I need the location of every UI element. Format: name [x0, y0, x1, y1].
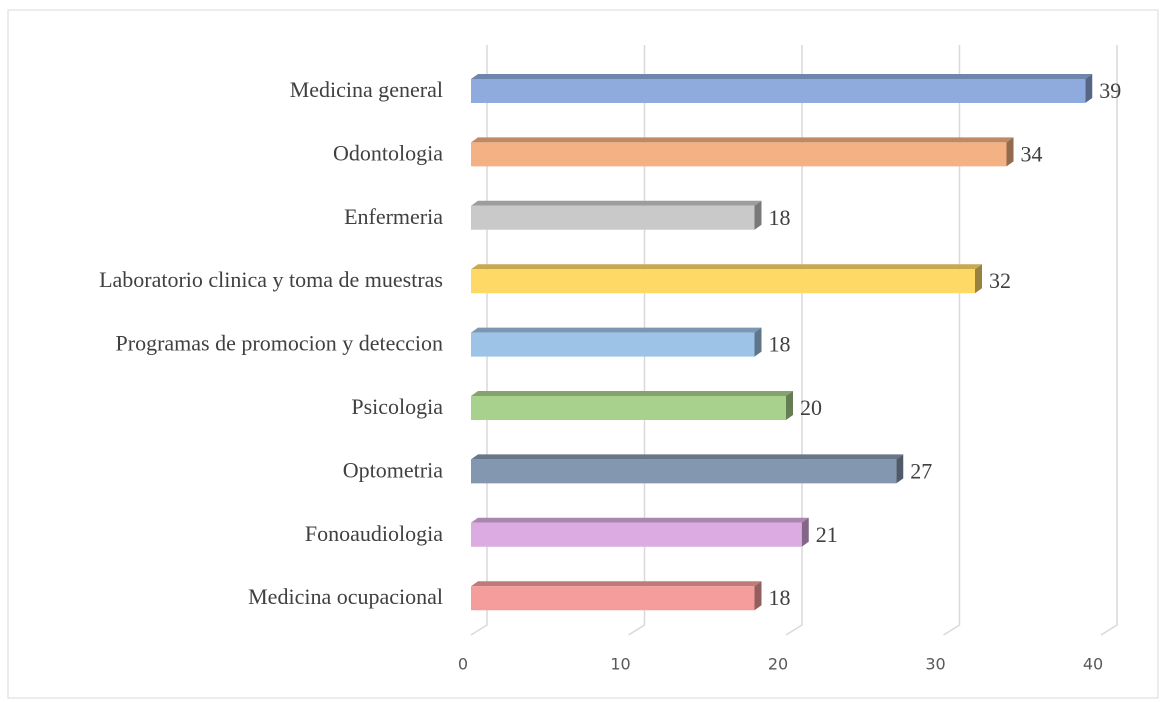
bar-top — [471, 264, 982, 270]
bar-front — [471, 142, 1007, 167]
bar-front — [471, 79, 1086, 103]
value-label: 21 — [816, 522, 838, 547]
bar-top — [471, 200, 762, 206]
bar-side — [754, 581, 762, 611]
bar-top — [471, 581, 762, 587]
x-tick-label: 30 — [925, 655, 945, 674]
bar-front — [471, 459, 897, 484]
value-label: 32 — [989, 268, 1011, 293]
bar-side — [1085, 74, 1093, 103]
bar-top — [471, 327, 762, 333]
value-label: 18 — [769, 205, 791, 230]
value-label: 27 — [910, 458, 932, 483]
category-label: Psicologia — [351, 394, 443, 419]
bar-top — [471, 517, 809, 523]
bar-top — [471, 391, 793, 396]
bar-front — [471, 332, 755, 357]
bar — [471, 264, 982, 294]
x-tick-label: 40 — [1083, 655, 1103, 674]
bar — [471, 581, 762, 611]
value-label: 34 — [1021, 141, 1043, 166]
bar-front — [471, 522, 802, 547]
x-tick-label: 20 — [768, 655, 788, 674]
x-tick-label: 10 — [610, 655, 630, 674]
category-label: Laboratorio clinica y toma de muestras — [99, 267, 443, 292]
category-label: Programas de promocion y deteccion — [116, 331, 443, 356]
bar-top — [471, 137, 1014, 143]
bar-front — [471, 205, 755, 230]
bar — [471, 74, 1093, 103]
grid-line — [628, 45, 646, 636]
bar-side — [975, 264, 982, 294]
bar-side — [801, 517, 809, 547]
bar-front — [471, 586, 755, 611]
category-label: Optometria — [343, 457, 443, 482]
value-label: 39 — [1099, 78, 1121, 103]
bar — [471, 454, 904, 484]
bar — [471, 137, 1014, 167]
bar-top — [471, 454, 904, 460]
bar-front — [471, 269, 975, 294]
bar-side — [1006, 137, 1014, 167]
bar-front — [471, 396, 786, 420]
value-label: 20 — [800, 395, 822, 420]
bar-top — [471, 74, 1093, 79]
value-label: 18 — [769, 332, 791, 357]
bar — [471, 391, 793, 420]
bar-side — [754, 200, 762, 230]
grid-line — [785, 45, 803, 636]
chart-border — [7, 9, 1159, 699]
category-label: Medicina ocupacional — [248, 584, 443, 609]
category-label: Odontologia — [333, 140, 443, 165]
bar — [471, 200, 762, 230]
value-label: 18 — [769, 585, 791, 610]
bar-side — [754, 327, 762, 357]
x-tick-label: 0 — [458, 655, 468, 674]
category-label: Medicina general — [290, 77, 443, 102]
bar-side — [786, 391, 793, 420]
category-label: Enfermeria — [344, 204, 443, 229]
grid-line — [1100, 45, 1118, 636]
grid-line — [470, 45, 488, 636]
category-label: Fonoaudiologia — [305, 521, 443, 546]
bar — [471, 517, 809, 547]
bar-side — [896, 454, 904, 484]
bar — [471, 327, 762, 357]
grid-line — [943, 45, 961, 636]
